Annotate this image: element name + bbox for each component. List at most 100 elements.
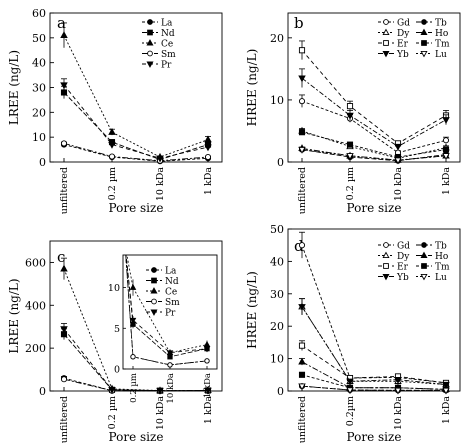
series-Lu [298, 146, 450, 165]
inset-data-point [130, 354, 136, 360]
legend-marker [383, 263, 389, 269]
y-tick-label: 0 [39, 385, 46, 398]
legend-label: Tb [435, 242, 447, 252]
data-point [394, 157, 402, 165]
chart-panel-d: 0 10 20 30 40 50 unfiltered 0.2µm 10 kDa 1 kDa Por… [245, 223, 461, 444]
chart-panel-c: 0 200 400 600 unfiltered 0.2 µm 10 kDa 1 kDa Por… [7, 240, 223, 444]
series-line [301, 245, 447, 384]
legend-marker [146, 61, 154, 68]
data-point [442, 387, 450, 395]
plot-frame [49, 12, 223, 163]
legend-marker [382, 28, 390, 35]
legend-marker [420, 28, 428, 35]
series-Ho [298, 144, 450, 163]
y-tick-label: 400 [25, 299, 46, 312]
data-point [298, 383, 306, 391]
series-Lu [298, 383, 450, 395]
data-point [394, 387, 402, 395]
legend-label: Er [397, 263, 409, 273]
series-line [301, 361, 447, 390]
inset-series-line [126, 255, 208, 354]
series-La [60, 141, 212, 165]
legend-label: Ce [161, 40, 173, 50]
series-Nd [60, 85, 212, 163]
data-point [346, 103, 354, 110]
legend-label: Er [397, 40, 409, 50]
data-point [346, 387, 354, 395]
data-point [156, 387, 164, 395]
series-Ho [298, 357, 450, 393]
x-tick-label: 0.2 µm [107, 167, 118, 200]
legend-marker [382, 251, 390, 258]
series-Pr [60, 78, 212, 163]
legend-marker [151, 277, 157, 284]
legend-label: Pr [161, 61, 172, 71]
x-tick-label: 1 kDa [441, 396, 452, 424]
data-point [60, 82, 68, 90]
legend-label: La [165, 267, 177, 277]
data-point [346, 378, 354, 386]
legend-label: La [161, 19, 173, 29]
y-tick-label: 0 [39, 156, 46, 169]
series-Ce [60, 257, 212, 394]
legend-label: Pr [165, 309, 176, 319]
data-point [60, 140, 68, 147]
legend-marker [150, 309, 158, 316]
inset-y-tick-label: 0 [114, 365, 120, 376]
inset-data-point [203, 346, 211, 353]
legend-marker [382, 51, 390, 58]
x-tick-label: 10 kDa [155, 167, 166, 201]
legend-label: Dy [397, 29, 410, 39]
series-line [63, 144, 209, 162]
data-point [60, 376, 68, 383]
series-Gd [298, 231, 450, 386]
y-tick-label: 50 [32, 32, 46, 45]
series-line [301, 374, 447, 390]
inset-series-line [125, 255, 208, 366]
data-point [394, 377, 402, 384]
y-tick-label: 30 [270, 288, 284, 301]
series-Tb [298, 383, 450, 394]
x-axis-label: Pore size [347, 430, 402, 444]
legend-label: Tm [435, 40, 450, 50]
series-line [63, 35, 209, 158]
series-Dy [298, 126, 450, 161]
x-tick-label: 10 kDa [155, 396, 166, 430]
data-point [298, 47, 306, 54]
y-axis-label: HREE (ng/L) [245, 271, 259, 349]
y-tick-label: 20 [270, 32, 284, 45]
inset-series [125, 255, 211, 368]
y-tick-label: 20 [32, 106, 46, 119]
legend-marker [383, 242, 389, 248]
data-point [204, 387, 212, 395]
x-tick-label: 0.2µm [345, 396, 356, 426]
inset-data-point [129, 317, 137, 324]
inset-x-tick-label: 1 kDa [203, 373, 213, 398]
y-tick-label: 10 [270, 94, 284, 107]
series-Yb [298, 68, 450, 151]
data-point [298, 371, 306, 378]
legend-marker [146, 39, 154, 46]
data-point [298, 357, 306, 365]
x-tick-label: 1 kDa [203, 396, 214, 424]
data-point [298, 75, 306, 83]
legend-label: Lu [435, 273, 447, 283]
x-tick-label: unfiltered [59, 396, 70, 443]
data-point [346, 141, 354, 148]
data-point [108, 141, 116, 149]
series-line [301, 385, 446, 391]
data-point [60, 264, 68, 272]
inset-y-tick-label: 10 [108, 283, 120, 294]
legend-marker [382, 274, 390, 281]
x-tick-label: 1 kDa [203, 167, 214, 195]
series-line [301, 306, 447, 385]
series-line [301, 100, 447, 154]
y-tick-label: 0 [277, 156, 284, 169]
panel-label: b [294, 14, 304, 32]
legend-marker [151, 267, 157, 273]
legend-label: Tb [435, 19, 447, 29]
inset-data-point [204, 358, 210, 364]
legend-label: Ho [435, 29, 448, 39]
